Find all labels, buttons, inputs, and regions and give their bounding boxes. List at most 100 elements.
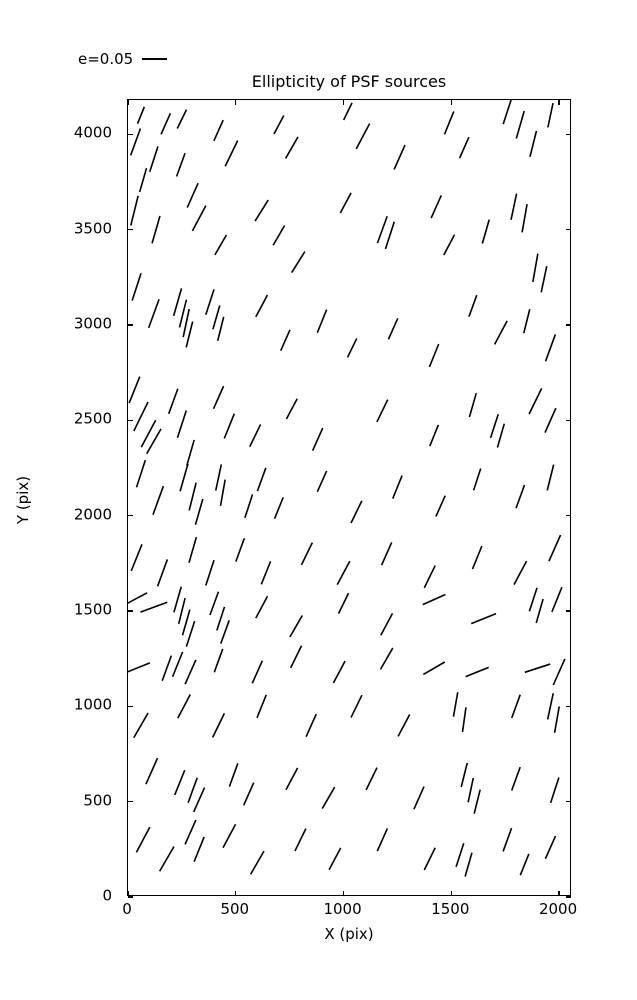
whisker-segment [291,251,306,274]
whisker-segment [131,273,142,301]
whisker-segment [205,289,215,316]
whisker-segment [473,789,481,814]
y-tick-mark [565,324,571,326]
whisker-segment [465,666,489,678]
y-tick-label: 500 [83,791,112,810]
whisker-segment [546,464,555,491]
whisker-segment [167,388,179,415]
whisker-segment [160,113,172,135]
whisker-segment [387,318,399,340]
whisker-segment [336,560,351,586]
y-tick-label: 1500 [73,600,112,619]
whisker-segment [521,203,528,233]
whisker-segment [311,427,324,452]
whisker-segment [211,713,226,738]
whisker-segment [443,234,456,256]
whisker-segment [528,388,543,415]
whisker-segment [147,298,160,329]
whisker-segment [544,835,557,860]
whisker-segment [188,482,197,511]
whisker-segment [178,299,188,328]
whisker-segment [428,343,440,368]
whisker-segment [177,597,186,625]
y-tick-mark [565,229,571,231]
whisker-segment [216,316,225,342]
x-tick-mark [450,99,452,105]
whisker-segment [470,612,497,625]
whisker-segment [460,762,469,788]
whisker-segment [187,777,198,804]
whisker-segment [133,712,149,739]
y-tick-mark [127,515,133,517]
whisker-segment [535,598,544,624]
whisker-segment [148,146,159,173]
y-tick-label: 2500 [73,409,112,428]
whisker-segment [186,439,195,466]
whisker-segment [342,102,353,121]
whisker-segment [429,424,440,447]
whisker-segment [128,376,141,404]
whisker-segment [176,410,188,438]
whisker-segment [284,136,299,159]
whisker-segment [515,484,526,509]
x-tick-mark [342,99,345,105]
whisker-segment [549,777,560,804]
whisker-segment [222,823,237,849]
x-tick-mark [558,890,560,896]
whisker-segment [316,470,328,493]
whisker-segment [423,565,436,589]
whisker-segment [355,123,371,150]
whisker-segment [212,385,225,410]
whisker-segment [214,464,223,491]
y-tick-label: 3000 [73,314,112,333]
whisker-segment [493,320,508,345]
whisker-segment [481,219,490,244]
whisker-segment [529,130,538,157]
page-title: Ellipticity of PSF sources [251,72,447,91]
whisker-segment [249,850,265,875]
whisker-segment [176,109,188,129]
whisker-field [128,100,566,877]
whisker-segment [350,694,363,718]
y-tick-label: 3500 [73,219,112,238]
whisker-segment [146,428,162,455]
y-tick-mark [127,419,133,421]
whisker-segment [502,827,513,852]
whisker-segment [135,459,147,488]
y-tick-mark [127,610,133,612]
whisker-segment [182,308,190,338]
whisker-segment [455,843,465,868]
whisker-segment [350,500,363,524]
whisker-segment [145,757,159,785]
y-tick-mark [565,133,571,135]
whisker-segment [173,586,183,613]
x-tick-mark [558,99,560,105]
whisker-segment [173,769,186,796]
whisker-segment [158,846,175,872]
whisker-segment [339,192,352,214]
whisker-segment [130,195,139,226]
whisker-segment [510,193,518,220]
x-tick-mark [450,890,452,896]
x-tick-mark [127,99,129,105]
y-tick-mark [565,896,571,898]
whisker-segment [214,234,228,256]
whisker-segment [251,660,264,684]
whisker-segment [272,225,286,246]
whisker-segment [300,542,314,566]
whisker-segment [192,787,206,813]
whisker-segment [184,659,197,685]
x-tick-label: 2000 [538,900,578,918]
whisker-segment [532,253,539,283]
whisker-segment [519,853,530,876]
whisker-segment [184,819,197,845]
whisker-segment [528,587,538,612]
whisker-segment [328,847,342,871]
y-tick-label: 0 [102,886,112,905]
x-tick-label: 500 [220,900,250,918]
whisker-segment [249,424,262,448]
y-tick-mark [565,610,571,612]
whisker-segment [544,334,557,362]
x-tick-mark [235,99,237,105]
whisker-segment [346,338,358,358]
